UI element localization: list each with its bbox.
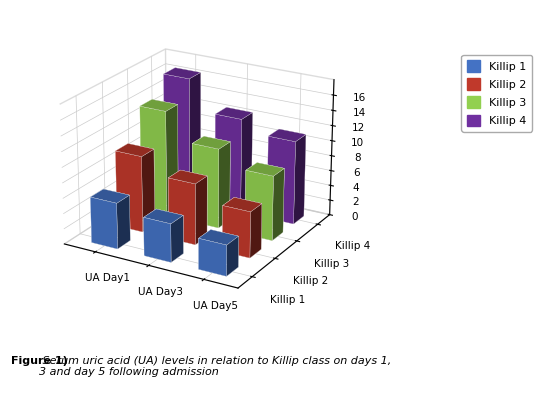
Legend: Killip 1, Killip 2, Killip 3, Killip 4: Killip 1, Killip 2, Killip 3, Killip 4: [462, 55, 532, 132]
Text: Serum uric acid (UA) levels in relation to Killip class on days 1,
3 and day 5 f: Serum uric acid (UA) levels in relation …: [39, 356, 392, 378]
Text: Figure 1): Figure 1): [11, 356, 68, 366]
